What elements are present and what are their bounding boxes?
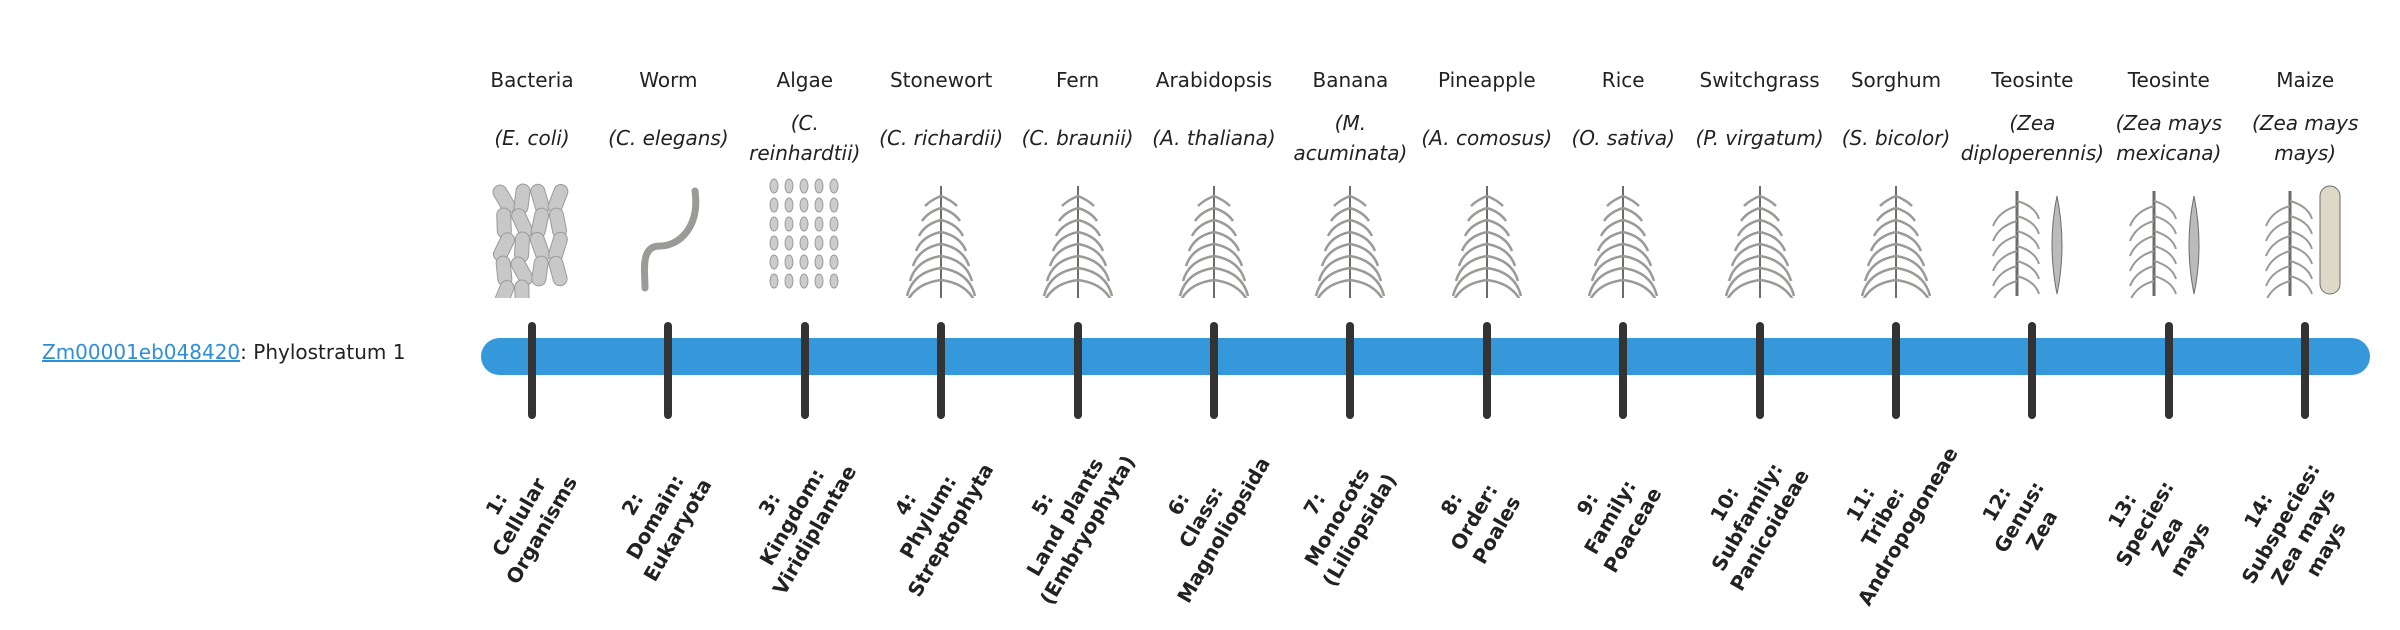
- stage-label-text: 2: Domain: Eukaryota: [579, 424, 732, 610]
- stage-tick: [1073, 322, 1082, 419]
- stage-tick: [1210, 322, 1218, 419]
- algae-icon: [769, 178, 839, 289]
- stage-tick: [664, 322, 673, 419]
- switchgrass-icon: [1724, 186, 1795, 298]
- banana-icon: [1315, 186, 1386, 298]
- stage-label-text: 3: Kingdom: Viridiplantae: [716, 424, 869, 610]
- stage-label-text: 8: Order: Poales: [1398, 424, 1551, 610]
- worm-icon: [641, 187, 700, 292]
- species-text: (S. bicolor): [1841, 126, 1951, 150]
- teosinte-icon: [1992, 191, 2063, 298]
- stage-tick: [1619, 322, 1628, 419]
- stage-tick: [2301, 322, 2310, 419]
- common-name: Rice: [1601, 68, 1645, 92]
- common-name: Arabidopsis: [1155, 68, 1273, 92]
- species-text: (A. thaliana): [1152, 126, 1276, 150]
- species-text: (Zea mays mays): [2251, 111, 2359, 165]
- sorghum-icon: [1860, 186, 1932, 298]
- stage-tick: [1346, 322, 1355, 419]
- stage-label-text: 12: Genus: Zea: [1943, 424, 2096, 610]
- stage-label-text: 10: Subfamily: Panicoideae: [1670, 424, 1823, 610]
- species-text: (M. acuminata): [1293, 111, 1408, 165]
- teosinte-icon: [2128, 191, 2200, 298]
- stage-tick: [528, 322, 536, 419]
- common-name: Fern: [1055, 68, 1100, 92]
- species-text: (O. sativa): [1571, 126, 1675, 150]
- species-name: (Zea mays mays): [2237, 108, 2373, 168]
- gene-link[interactable]: Zm00001eb048420: [42, 340, 241, 364]
- gene-label: Zm00001eb048420: Phylostratum 1: [42, 340, 405, 364]
- stage-tick: [800, 322, 809, 419]
- stage-label-text: 7: Monocots (Liliopsida): [1261, 424, 1414, 610]
- species-name: (O. sativa): [1555, 108, 1691, 168]
- species-name: (C. elegans): [600, 108, 736, 168]
- stage-tick: [2164, 322, 2173, 419]
- common-name: Teosinte: [1991, 68, 2074, 92]
- species-name: (A. thaliana): [1146, 108, 1282, 168]
- timeline-bar: [481, 338, 2370, 375]
- common-name: Banana: [1312, 68, 1389, 92]
- species-text: (Zea mays mexicana): [2115, 111, 2222, 165]
- species-text: (A. comosus): [1421, 126, 1553, 150]
- stage-tick: [937, 322, 946, 419]
- fern-icon: [1042, 186, 1113, 298]
- species-text: (Zea diploperennis): [1960, 111, 2105, 165]
- stage-tick: [1482, 322, 1491, 419]
- common-name: Stonewort: [889, 68, 993, 92]
- species-name: (Zea mays mexicana): [2101, 108, 2237, 168]
- species-name: (A. comosus): [1419, 108, 1555, 168]
- stage-label-text: 9: Family: Poaceae: [1534, 424, 1687, 610]
- stage-label-text: 13: Species: Zea mays: [2068, 430, 2243, 629]
- common-name: Sorghum: [1850, 68, 1942, 92]
- stage-tick: [1755, 322, 1764, 419]
- stage-tick: [2028, 322, 2037, 419]
- common-name: Maize: [2276, 68, 2335, 92]
- stage-label-text: 14: Subspecies: Zea mays mays: [2205, 430, 2380, 629]
- stage-label-text: 11: Tribe: Andropogoneae: [1807, 424, 1963, 610]
- species-name: (C. reinhardtii): [737, 108, 873, 168]
- stage-label-text: 6: Class: Magnoliopsida: [1125, 424, 1278, 610]
- species-text: (C. elegans): [608, 126, 729, 150]
- maize-icon: [2265, 185, 2341, 298]
- common-name: Algae: [776, 68, 834, 92]
- pineapple-icon: [1451, 186, 1523, 298]
- common-name: Pineapple: [1437, 68, 1536, 92]
- stage-label-text: 1: Cellular Organisms: [443, 424, 596, 610]
- common-name: Bacteria: [490, 68, 574, 92]
- phylostratum-text: : Phylostratum 1: [240, 340, 406, 364]
- species-text: (C. richardii): [879, 126, 1004, 150]
- common-name: Teosinte: [2127, 68, 2210, 92]
- stonewort-icon: [905, 186, 977, 298]
- arabidopsis-icon: [1178, 186, 1250, 298]
- common-name: Switchgrass: [1699, 68, 1820, 92]
- species-name: (E. coli): [464, 108, 600, 168]
- stage-tick: [1892, 322, 1900, 419]
- species-name: (Zea diploperennis): [1961, 108, 2104, 168]
- species-name: (C. richardii): [873, 108, 1009, 168]
- species-text: (P. virgatum): [1695, 126, 1824, 150]
- rice-icon: [1587, 186, 1659, 298]
- species-text: (C. reinhardtii): [749, 111, 861, 165]
- stage-label-text: 4: Phylum: Streptophyta: [852, 424, 1005, 610]
- stage-label-text: 5: Land plants (Embryophyta): [988, 424, 1141, 610]
- bacteria-icon: [492, 183, 569, 298]
- species-name: (S. bicolor): [1828, 108, 1964, 168]
- species-text: (E. coli): [494, 126, 570, 150]
- species-name: (M. acuminata): [1282, 108, 1418, 168]
- species-name: (C. braunii): [1010, 108, 1146, 168]
- species-text: (C. braunii): [1021, 126, 1134, 150]
- species-name: (P. virgatum): [1692, 108, 1828, 168]
- common-name: Worm: [639, 68, 698, 92]
